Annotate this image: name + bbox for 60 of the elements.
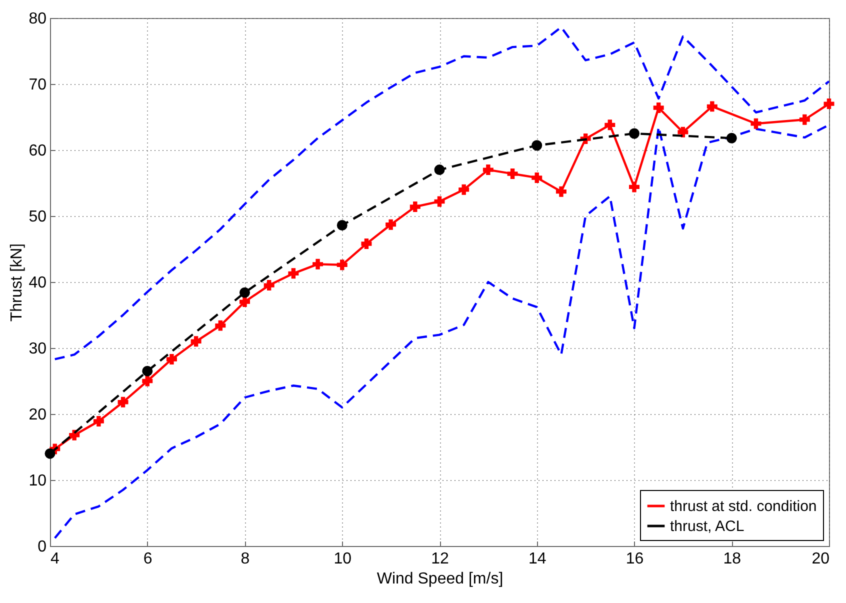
point [240, 296, 250, 308]
point [190, 336, 202, 347]
point [410, 202, 420, 212]
y-tick-label: 40 [28, 274, 47, 292]
point [799, 114, 810, 125]
point [93, 416, 104, 427]
point [750, 118, 762, 129]
point [336, 260, 348, 270]
y-tick-label: 30 [28, 340, 47, 358]
point [482, 164, 494, 176]
point [69, 430, 80, 440]
y-tick-label: 70 [28, 76, 47, 94]
point [434, 164, 445, 176]
point [264, 280, 274, 291]
point [44, 448, 56, 459]
point [240, 287, 250, 298]
point [706, 101, 718, 112]
point [726, 132, 737, 144]
x-tick-label: 4 [50, 550, 60, 568]
point [166, 354, 177, 364]
point [824, 98, 834, 110]
point [118, 396, 128, 408]
x-tick-label: 14 [528, 550, 546, 568]
point [604, 120, 616, 130]
y-tick-label: 80 [28, 10, 47, 28]
point [532, 172, 542, 183]
x-tick-label: 16 [626, 550, 644, 568]
point [532, 140, 542, 151]
x-tick-label: 12 [431, 550, 449, 568]
point [678, 126, 688, 138]
point [142, 366, 153, 376]
point [336, 220, 348, 230]
y-tick-label: 60 [28, 142, 47, 160]
point [142, 376, 153, 386]
point [653, 102, 664, 114]
point [556, 186, 566, 197]
point [458, 184, 470, 195]
point [288, 268, 299, 279]
point [434, 196, 445, 207]
y-axis-title: Thrust [kN] [8, 243, 26, 322]
point [629, 182, 640, 192]
y-tick-label: 10 [28, 472, 47, 490]
y-tick-label: 20 [28, 406, 47, 424]
x-tick-label: 8 [240, 550, 250, 568]
point [507, 168, 518, 180]
point [629, 128, 640, 139]
y-tick-label: 50 [28, 208, 47, 226]
point [312, 258, 324, 270]
x-tick-label: 10 [334, 550, 352, 568]
point [361, 238, 372, 249]
x-tick-label: 18 [723, 550, 742, 568]
point [215, 320, 226, 331]
x-tick-label: 20 [812, 550, 830, 568]
y-tick-label: 0 [38, 538, 47, 556]
x-tick-label: 6 [143, 550, 152, 568]
point [386, 219, 396, 230]
x-axis-title: Wind Speed [m/s] [376, 570, 504, 588]
line-series [54, 26, 830, 360]
legend-label: thrust, ACL [670, 518, 744, 535]
legend-label: thrust at std. condition [670, 498, 817, 515]
